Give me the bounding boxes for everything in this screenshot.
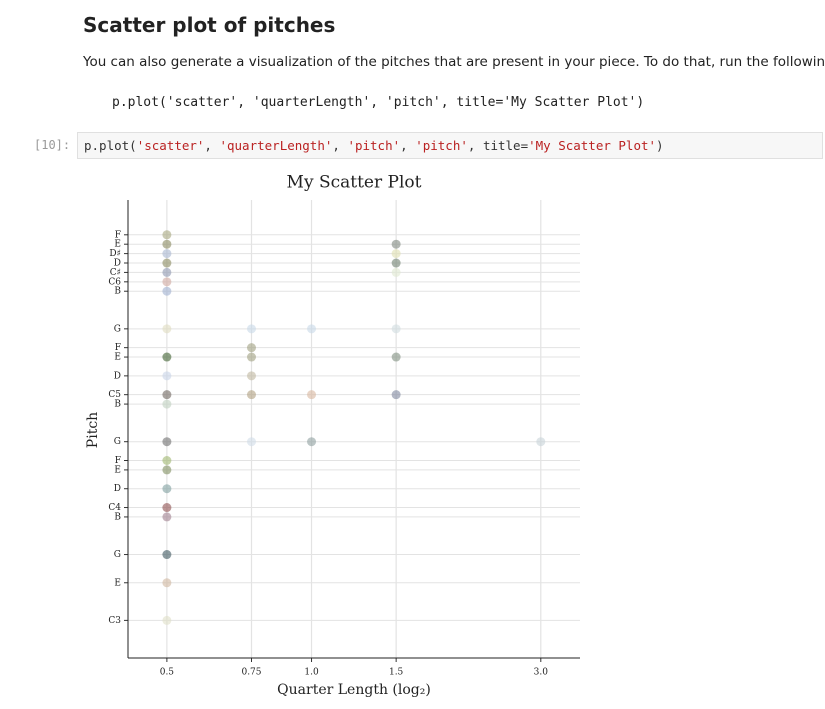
y-tick-label: G [114,324,121,334]
y-axis-label: Pitch [85,412,101,448]
y-tick-label: C4 [108,503,121,513]
point [246,437,256,447]
cell-code: p.plot('scatter', 'quarterLength', 'pitc… [84,138,664,153]
y-tick-label: E [114,240,121,250]
code-token: 'My Scatter Plot' [528,138,657,153]
chart-title: My Scatter Plot [287,173,422,193]
x-tick-label: 0.5 [160,668,175,678]
point [391,239,401,249]
x-tick-label: 1.5 [389,668,404,678]
paragraph: You can also generate a visualization of… [83,54,825,70]
code-token: title= [482,138,529,153]
point [246,343,256,353]
point [162,230,172,240]
point [162,484,172,494]
x-axis-label: Quarter Length (log₂) [277,682,431,698]
x-tick-label: 3.0 [534,668,549,678]
point [246,371,256,381]
y-tick-label: D♯ [109,249,121,259]
code-token: 'scatter' [136,138,205,153]
point [246,352,256,362]
code-token: , [467,138,483,153]
point [162,578,172,588]
y-tick-label: E [114,353,121,363]
example-code: p.plot('scatter', 'quarterLength', 'pitc… [112,95,645,110]
code-token: 'pitch' [415,138,468,153]
heading: Scatter plot of pitches [83,13,336,37]
y-tick-label: B [114,400,121,410]
point [391,258,401,268]
point [391,324,401,334]
point [391,267,401,277]
point [307,437,317,447]
code-token: 'pitch' [347,138,401,153]
point [162,249,172,259]
y-tick-label: C3 [108,616,121,626]
y-tick-label: F [115,230,121,240]
code-token: , [400,138,416,153]
y-tick-label: F [115,456,121,466]
point [162,550,172,560]
y-tick-label: D [114,259,121,269]
point [391,249,401,259]
point [162,465,172,475]
y-tick-label: C5 [108,390,121,400]
x-tick-label: 0.75 [241,668,261,678]
point [162,267,172,277]
y-tick-label: G [114,437,121,447]
point [162,258,172,268]
x-tick-label: 1.0 [304,668,319,678]
point [391,390,401,400]
point [536,437,546,447]
point [162,615,172,625]
point [162,390,172,400]
y-tick-label: F [115,343,121,353]
point [162,239,172,249]
point [162,324,172,334]
point [162,352,172,362]
point [162,456,172,466]
point [307,324,317,334]
code-token: p.plot( [84,138,137,153]
code-token: 'quarterLength' [219,138,333,153]
point [246,324,256,334]
point [246,390,256,400]
y-tick-label: E [114,578,121,588]
code-token: ) [656,138,664,153]
y-tick-label: C♯ [110,268,121,278]
point [162,277,172,287]
point [162,512,172,522]
code-cell[interactable] [77,132,823,159]
y-tick-label: G [114,550,121,560]
point [162,399,172,409]
y-tick-label: C6 [108,277,121,287]
point [162,437,172,447]
point [162,371,172,381]
cell-prompt: [10]: [34,138,71,152]
code-token: , [332,138,348,153]
y-tick-label: B [114,287,121,297]
code-token: , [204,138,220,153]
point [391,352,401,362]
y-tick-label: B [114,512,121,522]
point [162,286,172,296]
y-tick-label: D [114,484,121,494]
y-tick-label: D [114,371,121,381]
point [162,503,172,513]
point [307,390,317,400]
y-tick-label: E [114,465,121,475]
